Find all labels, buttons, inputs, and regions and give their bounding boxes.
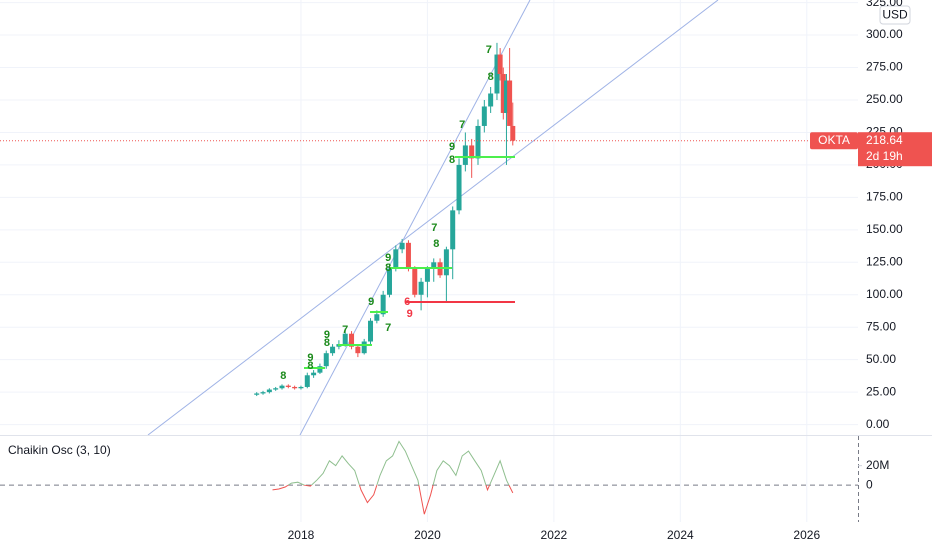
candle-body bbox=[494, 54, 500, 94]
td-count: 9 bbox=[385, 252, 391, 264]
td-count: 8 bbox=[449, 154, 455, 166]
y-tick-label: 175.00 bbox=[866, 190, 903, 204]
td-count: 8 bbox=[488, 71, 494, 83]
candle-body bbox=[456, 164, 462, 211]
candle-body bbox=[260, 392, 266, 394]
y-tick-label: 300.00 bbox=[866, 27, 903, 41]
x-tick-label: 2020 bbox=[414, 528, 441, 542]
symbol: OKTA bbox=[818, 133, 850, 147]
candle-body bbox=[507, 80, 513, 126]
candle-body bbox=[323, 353, 329, 367]
y-tick-label: 250.00 bbox=[866, 92, 903, 106]
td-count: 9 bbox=[449, 141, 455, 153]
y-tick-label: 100.00 bbox=[866, 287, 903, 301]
candle-body bbox=[450, 210, 456, 250]
candle-body bbox=[361, 341, 367, 354]
candle-body bbox=[292, 386, 298, 389]
candle-body bbox=[462, 145, 468, 165]
candle-body bbox=[317, 366, 323, 373]
candle-body bbox=[412, 268, 418, 295]
candle-body bbox=[424, 268, 430, 282]
y-tick-label: 150.00 bbox=[866, 222, 903, 236]
countdown: 2d 19h bbox=[866, 149, 903, 163]
td-count: 7 bbox=[486, 44, 492, 56]
td-count: 9 bbox=[407, 308, 413, 320]
td-count: 7 bbox=[459, 119, 465, 131]
candle-body bbox=[481, 106, 487, 126]
y-tick-label: 0.00 bbox=[866, 417, 890, 431]
candle-body bbox=[342, 333, 348, 345]
candle-body bbox=[368, 320, 374, 342]
td-count: 7 bbox=[431, 222, 437, 234]
candle-body bbox=[500, 74, 506, 113]
td-count: 7 bbox=[342, 324, 348, 336]
osc-tick-label: 0 bbox=[866, 477, 873, 491]
currency: USD bbox=[882, 8, 908, 22]
candle-body bbox=[488, 93, 494, 107]
candle-body bbox=[469, 145, 475, 159]
candle-body bbox=[355, 346, 361, 354]
price-box bbox=[858, 132, 932, 167]
symbol-box bbox=[810, 132, 858, 150]
x-tick-label: 2026 bbox=[793, 528, 820, 542]
x-tick-label: 2018 bbox=[288, 528, 315, 542]
y-tick-label: 75.00 bbox=[866, 319, 896, 333]
td-count: 9 bbox=[307, 352, 313, 364]
candle-body bbox=[285, 385, 291, 387]
td-count: 8 bbox=[324, 337, 330, 349]
td-count: 9 bbox=[368, 296, 374, 308]
osc-line-positive bbox=[287, 440, 510, 486]
candle-body bbox=[273, 388, 279, 390]
candle-body bbox=[399, 242, 405, 250]
candle-body bbox=[298, 386, 304, 389]
y-tick-label: 50.00 bbox=[866, 352, 896, 366]
candle-body bbox=[418, 281, 424, 295]
candle-body bbox=[374, 314, 380, 321]
candle-body bbox=[386, 268, 392, 295]
trend-line bbox=[147, 0, 719, 436]
candle-body bbox=[380, 294, 386, 315]
candle-body bbox=[330, 346, 336, 354]
td-count: 8 bbox=[280, 370, 286, 382]
y-tick-label: 125.00 bbox=[866, 254, 903, 268]
td-count: 8 bbox=[433, 238, 439, 250]
last-price-label: 218.64 bbox=[866, 133, 903, 147]
td-count: 6 bbox=[404, 296, 410, 308]
trend-line bbox=[299, 0, 531, 436]
y-tick-label: 325.00 bbox=[866, 0, 903, 9]
candle-body bbox=[475, 125, 481, 159]
td-count: 7 bbox=[385, 322, 391, 334]
candle-body bbox=[349, 333, 355, 347]
candle-body bbox=[254, 393, 260, 395]
candle-body bbox=[393, 249, 399, 269]
indicator-title: Chaikin Osc (3, 10) bbox=[8, 443, 111, 457]
y-tick-label: 275.00 bbox=[866, 60, 903, 74]
x-tick-label: 2024 bbox=[667, 528, 694, 542]
candle-body bbox=[279, 385, 285, 389]
td-count: 8 bbox=[307, 360, 313, 372]
candle-body bbox=[405, 242, 411, 269]
td-count: 9 bbox=[324, 329, 330, 341]
candle-body bbox=[497, 54, 503, 75]
candle-body bbox=[304, 375, 310, 387]
candle-body bbox=[311, 372, 317, 376]
candle-body bbox=[503, 80, 509, 113]
candle-body bbox=[443, 249, 449, 276]
candle-body bbox=[431, 262, 437, 269]
currency-box bbox=[879, 5, 911, 25]
osc-tick-label: 20M bbox=[866, 458, 889, 472]
candle-body bbox=[510, 125, 516, 141]
td-count: 8 bbox=[385, 262, 391, 274]
x-tick-label: 2022 bbox=[541, 528, 568, 542]
y-tick-label: 25.00 bbox=[866, 384, 896, 398]
candle-body bbox=[266, 389, 272, 393]
